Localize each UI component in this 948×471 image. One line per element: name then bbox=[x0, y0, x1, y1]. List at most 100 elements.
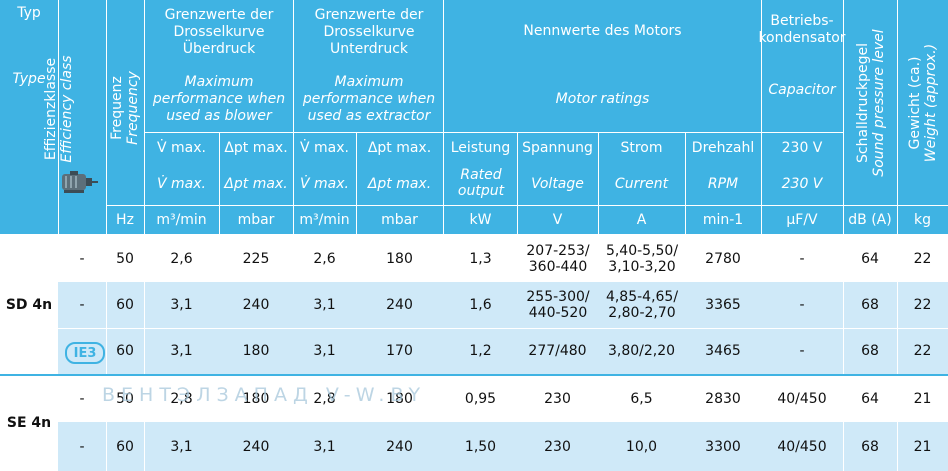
cell-blower-dp: 180 bbox=[242, 343, 270, 359]
cell-extractor-vmax: 3,1 bbox=[313, 438, 336, 455]
power-header-en: Rated output bbox=[457, 167, 505, 199]
cell-rpm: 2830 bbox=[705, 391, 741, 407]
current-header-en: Current bbox=[614, 176, 669, 192]
cell-sound: 68 bbox=[861, 297, 879, 313]
unit-kw: kW bbox=[469, 212, 492, 228]
weight-header-de: Gewicht (ca.) bbox=[907, 56, 923, 150]
blower-header-de: Grenzwerte der Drosselkurve Überdruck bbox=[164, 6, 274, 57]
cell-rpm: 3465 bbox=[705, 343, 741, 359]
cell-sound: 68 bbox=[861, 343, 879, 359]
typ-header-de: Typ bbox=[17, 5, 41, 21]
cell-voltage: 207-253/ 360-440 bbox=[526, 243, 590, 275]
voltage-header-en: Voltage bbox=[531, 176, 584, 192]
cell-freq: 60 bbox=[116, 297, 134, 313]
cell-blower-vmax: 3,1 bbox=[170, 438, 193, 455]
cell-capacitor: 40/450 bbox=[777, 438, 827, 455]
divider bbox=[293, 0, 294, 234]
cell-power: 1,2 bbox=[469, 343, 492, 359]
cell-current: 10,0 bbox=[625, 438, 658, 455]
extractor-vmax-de: V̇ max. bbox=[300, 140, 349, 156]
divider bbox=[843, 422, 844, 471]
row-band bbox=[58, 422, 948, 471]
divider bbox=[58, 0, 59, 234]
rpm-header-de: Drehzahl bbox=[691, 140, 755, 156]
divider bbox=[517, 132, 518, 234]
sound-header-de: Schalldruckpegel bbox=[855, 42, 871, 164]
capacitor-header-en: Capacitor bbox=[768, 81, 836, 98]
blower-dp-en: Δpt max. bbox=[224, 176, 288, 192]
divider bbox=[598, 132, 599, 234]
cell-freq: 50 bbox=[116, 391, 134, 407]
weight-header-en: Weight (approx.) bbox=[923, 43, 939, 163]
cell-current: 5,40-5,50/ 3,10-3,20 bbox=[605, 243, 679, 275]
cell-current: 6,5 bbox=[630, 391, 653, 407]
watermark: ВЕНТЭЛЗАПАД V-W.BY bbox=[102, 384, 427, 406]
cell-extractor-dp: 180 bbox=[386, 251, 413, 267]
type-label: SE 4n bbox=[6, 415, 52, 431]
cell-blower-vmax: 3,1 bbox=[170, 343, 193, 359]
cell-capacitor: - bbox=[799, 297, 805, 313]
divider bbox=[144, 132, 843, 133]
extractor-dp-de: Δpt max. bbox=[367, 140, 432, 156]
capacitor-header-de: Betriebs-kondensator bbox=[758, 13, 846, 46]
cell-voltage: 255-300/ 440-520 bbox=[526, 289, 590, 321]
divider bbox=[897, 0, 898, 234]
cap-voltage-en: 230 V bbox=[781, 176, 823, 192]
cell-freq: 60 bbox=[116, 343, 134, 359]
extractor-dp-en: Δpt max. bbox=[367, 176, 432, 192]
efficiency-header-de: Effizienzklasse bbox=[43, 57, 59, 161]
cell-blower-vmax: 3,1 bbox=[170, 297, 193, 313]
current-header-de: Strom bbox=[620, 140, 663, 156]
cell-weight: 22 bbox=[913, 297, 932, 313]
cell-extractor-vmax: 3,1 bbox=[313, 343, 336, 359]
cell-freq: 60 bbox=[116, 438, 134, 455]
cell-blower-dp: 225 bbox=[242, 251, 270, 267]
divider bbox=[219, 132, 220, 234]
cell-voltage: 230 bbox=[544, 391, 571, 407]
unit-amp: A bbox=[636, 212, 647, 228]
blower-dp-de: Δpt max. bbox=[224, 140, 288, 156]
cell-freq: 50 bbox=[116, 251, 134, 267]
divider bbox=[897, 422, 898, 471]
ie3-badge: IE3 bbox=[65, 342, 105, 364]
motor-header-en: Motor ratings bbox=[555, 91, 650, 107]
divider bbox=[106, 0, 107, 234]
cell-eff: - bbox=[79, 297, 85, 313]
blower-header-en: Maximum performance when used as blower bbox=[152, 73, 286, 124]
cell-blower-dp: 240 bbox=[242, 297, 270, 313]
cell-sound: 64 bbox=[861, 251, 879, 267]
divider bbox=[144, 0, 145, 234]
cell-voltage: 230 bbox=[544, 438, 571, 455]
divider bbox=[356, 132, 357, 234]
cell-power: 1,50 bbox=[464, 438, 497, 455]
unit-flow: m³/min bbox=[156, 212, 207, 228]
cell-rpm: 3365 bbox=[705, 297, 741, 313]
frequency-header: Frequenz Frequency bbox=[107, 36, 143, 180]
frequency-header-en: Frequency bbox=[125, 71, 141, 145]
weight-header: Gewicht (ca.) Weight (approx.) bbox=[905, 31, 941, 175]
divider bbox=[58, 328, 948, 329]
cell-extractor-vmax: 2,6 bbox=[313, 251, 336, 267]
blower-vmax-en: V̇ max. bbox=[157, 176, 206, 192]
motor-icon bbox=[62, 171, 98, 193]
unit-rpm: min-1 bbox=[702, 212, 744, 228]
divider bbox=[106, 205, 948, 206]
cell-rpm: 3300 bbox=[705, 438, 741, 455]
cell-current: 4,85-4,65/ 2,80-2,70 bbox=[605, 289, 679, 321]
cell-voltage: 277/480 bbox=[528, 343, 587, 359]
extractor-header-en: Maximum performance when used as extract… bbox=[302, 73, 436, 124]
voltage-header-de: Spannung bbox=[522, 140, 593, 156]
cell-rpm: 2780 bbox=[705, 251, 741, 267]
unit-volt: V bbox=[552, 212, 563, 228]
type-label: SD 4n bbox=[5, 297, 53, 313]
cell-extractor-dp: 170 bbox=[386, 343, 413, 359]
frequency-header-de: Frequenz bbox=[109, 76, 125, 140]
cell-capacitor: - bbox=[799, 343, 805, 359]
unit-flow: m³/min bbox=[299, 212, 350, 228]
cell-blower-vmax: 2,8 bbox=[170, 391, 193, 407]
cell-power: 0,95 bbox=[464, 391, 497, 407]
extractor-vmax-en: V̇ max. bbox=[300, 176, 349, 192]
efficiency-header: Effizienzklasse Efficiency class bbox=[41, 37, 77, 181]
cell-capacitor: 40/450 bbox=[777, 391, 827, 407]
